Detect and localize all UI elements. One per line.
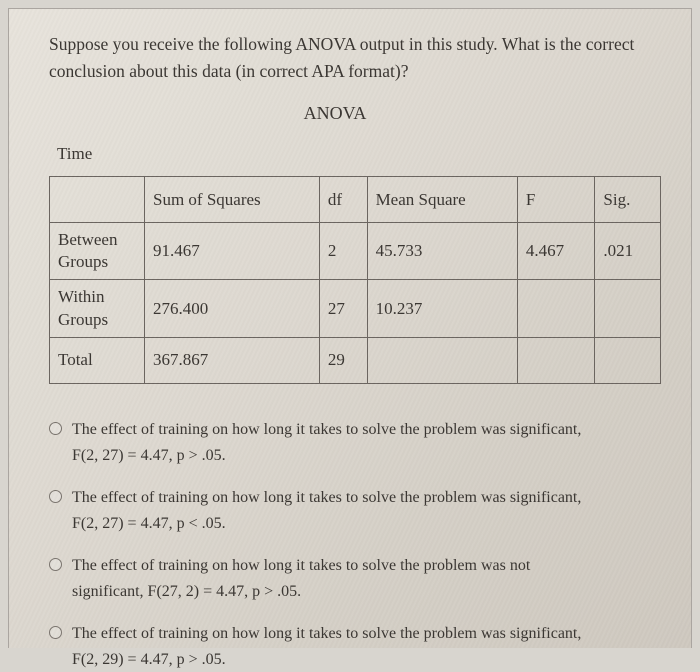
option-a[interactable]: The effect of training on how long it ta…	[49, 418, 661, 468]
table-row: Between Groups 91.467 2 45.733 4.467 .02…	[50, 223, 661, 280]
cell-ss: 91.467	[145, 223, 320, 280]
table-row: Within Groups 276.400 27 10.237	[50, 280, 661, 337]
row-label: Within Groups	[50, 280, 145, 337]
cell-ms	[367, 337, 517, 383]
option-sub: significant, F(27, 2) = 4.47, p > .05.	[72, 580, 661, 604]
col-ss: Sum of Squares	[145, 177, 320, 223]
option-main: The effect of training on how long it ta…	[72, 489, 581, 506]
cell-sig	[595, 337, 661, 383]
option-text: The effect of training on how long it ta…	[72, 554, 661, 604]
anova-table: Sum of Squares df Mean Square F Sig. Bet…	[49, 176, 661, 383]
cell-f	[517, 280, 595, 337]
radio-icon	[49, 626, 62, 639]
option-sub: F(2, 27) = 4.47, p > .05.	[72, 444, 661, 468]
option-text: The effect of training on how long it ta…	[72, 418, 661, 468]
row-label: Total	[50, 337, 145, 383]
anova-title: ANOVA	[9, 103, 661, 124]
cell-sig: .021	[595, 223, 661, 280]
cell-df: 2	[319, 223, 367, 280]
option-b[interactable]: The effect of training on how long it ta…	[49, 486, 661, 536]
option-main: The effect of training on how long it ta…	[72, 421, 581, 438]
table-row: Total 367.867 29	[50, 337, 661, 383]
option-text: The effect of training on how long it ta…	[72, 622, 661, 672]
col-ms: Mean Square	[367, 177, 517, 223]
cell-sig	[595, 280, 661, 337]
option-main: The effect of training on how long it ta…	[72, 557, 530, 574]
cell-df: 29	[319, 337, 367, 383]
cell-ms: 10.237	[367, 280, 517, 337]
radio-icon	[49, 558, 62, 571]
cell-df: 27	[319, 280, 367, 337]
question-page: Suppose you receive the following ANOVA …	[8, 8, 692, 648]
cell-ss: 276.400	[145, 280, 320, 337]
col-f: F	[517, 177, 595, 223]
col-blank	[50, 177, 145, 223]
row-label: Between Groups	[50, 223, 145, 280]
option-main: The effect of training on how long it ta…	[72, 625, 581, 642]
anova-dv-label: Time	[57, 144, 661, 164]
radio-icon	[49, 422, 62, 435]
option-text: The effect of training on how long it ta…	[72, 486, 661, 536]
question-stem: Suppose you receive the following ANOVA …	[49, 31, 661, 85]
cell-ms: 45.733	[367, 223, 517, 280]
option-sub: F(2, 29) = 4.47, p > .05.	[72, 648, 661, 672]
option-c[interactable]: The effect of training on how long it ta…	[49, 554, 661, 604]
cell-f	[517, 337, 595, 383]
answer-options: The effect of training on how long it ta…	[49, 418, 661, 672]
option-d[interactable]: The effect of training on how long it ta…	[49, 622, 661, 672]
col-df: df	[319, 177, 367, 223]
cell-ss: 367.867	[145, 337, 320, 383]
radio-icon	[49, 490, 62, 503]
col-sig: Sig.	[595, 177, 661, 223]
table-header-row: Sum of Squares df Mean Square F Sig.	[50, 177, 661, 223]
cell-f: 4.467	[517, 223, 595, 280]
option-sub: F(2, 27) = 4.47, p < .05.	[72, 512, 661, 536]
